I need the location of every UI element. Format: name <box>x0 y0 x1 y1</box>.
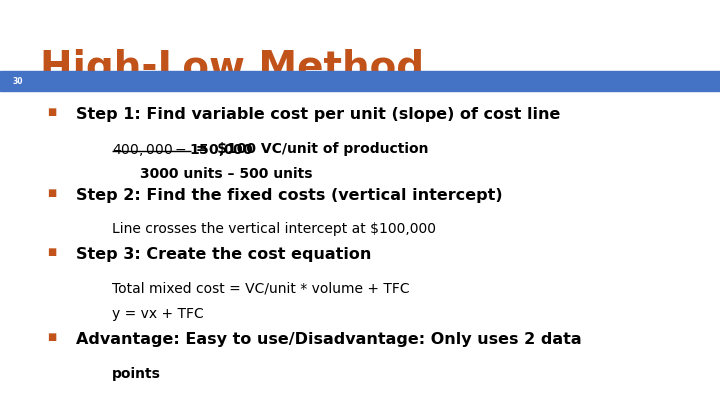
Text: ■: ■ <box>47 107 56 117</box>
Text: ■: ■ <box>47 247 56 258</box>
Text: High-Low Method: High-Low Method <box>40 49 424 87</box>
Text: y = vx + TFC: y = vx + TFC <box>112 307 203 321</box>
Text: Total mixed cost = VC/unit * volume + TFC: Total mixed cost = VC/unit * volume + TF… <box>112 282 409 296</box>
Text: points: points <box>112 367 161 381</box>
Text: Step 3: Create the cost equation: Step 3: Create the cost equation <box>76 247 371 262</box>
Text: ■: ■ <box>47 188 56 198</box>
Text: Advantage: Easy to use/Disadvantage: Only uses 2 data: Advantage: Easy to use/Disadvantage: Onl… <box>76 332 581 347</box>
Text: Line crosses the vertical intercept at $100,000: Line crosses the vertical intercept at $… <box>112 222 436 237</box>
Text: Step 1: Find variable cost per unit (slope) of cost line: Step 1: Find variable cost per unit (slo… <box>76 107 560 122</box>
Bar <box>0 71 720 91</box>
Text: Step 2: Find the fixed costs (vertical intercept): Step 2: Find the fixed costs (vertical i… <box>76 188 503 203</box>
Text: 3000 units – 500 units: 3000 units – 500 units <box>140 167 313 181</box>
Text: ■: ■ <box>47 332 56 342</box>
Text: =  $100 VC/unit of production: = $100 VC/unit of production <box>191 142 428 156</box>
Text: $400,000 - $150,000: $400,000 - $150,000 <box>112 142 253 158</box>
Text: 30: 30 <box>13 77 24 85</box>
